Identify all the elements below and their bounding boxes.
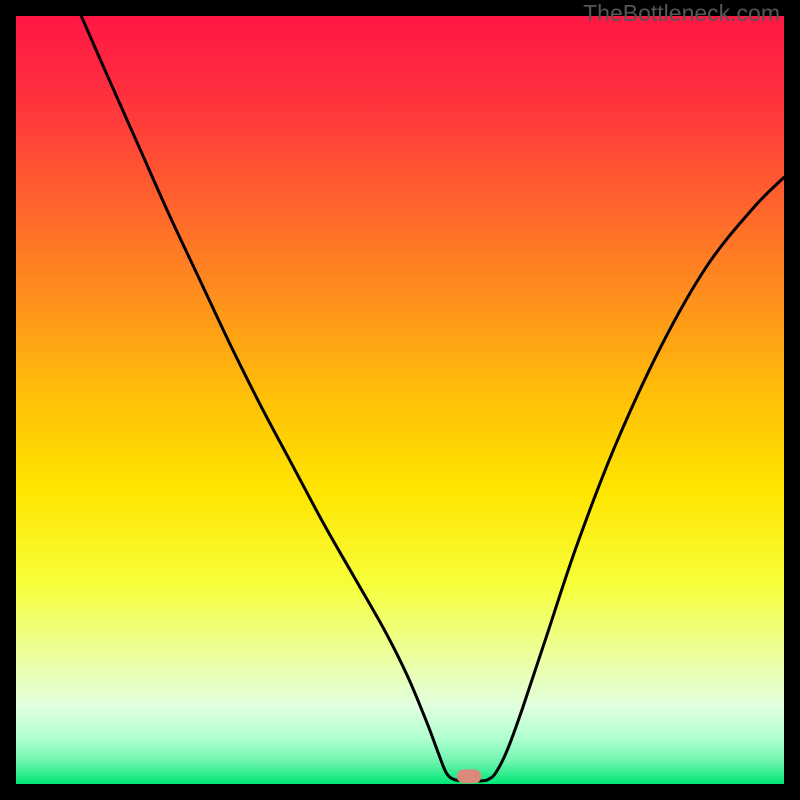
curve-layer [16,16,784,784]
watermark-label: TheBottleneck.com [583,0,780,27]
figure-frame: TheBottleneck.com [0,0,800,800]
bottleneck-curve [81,16,784,781]
plot-area [16,16,784,784]
valley-marker [457,769,482,783]
